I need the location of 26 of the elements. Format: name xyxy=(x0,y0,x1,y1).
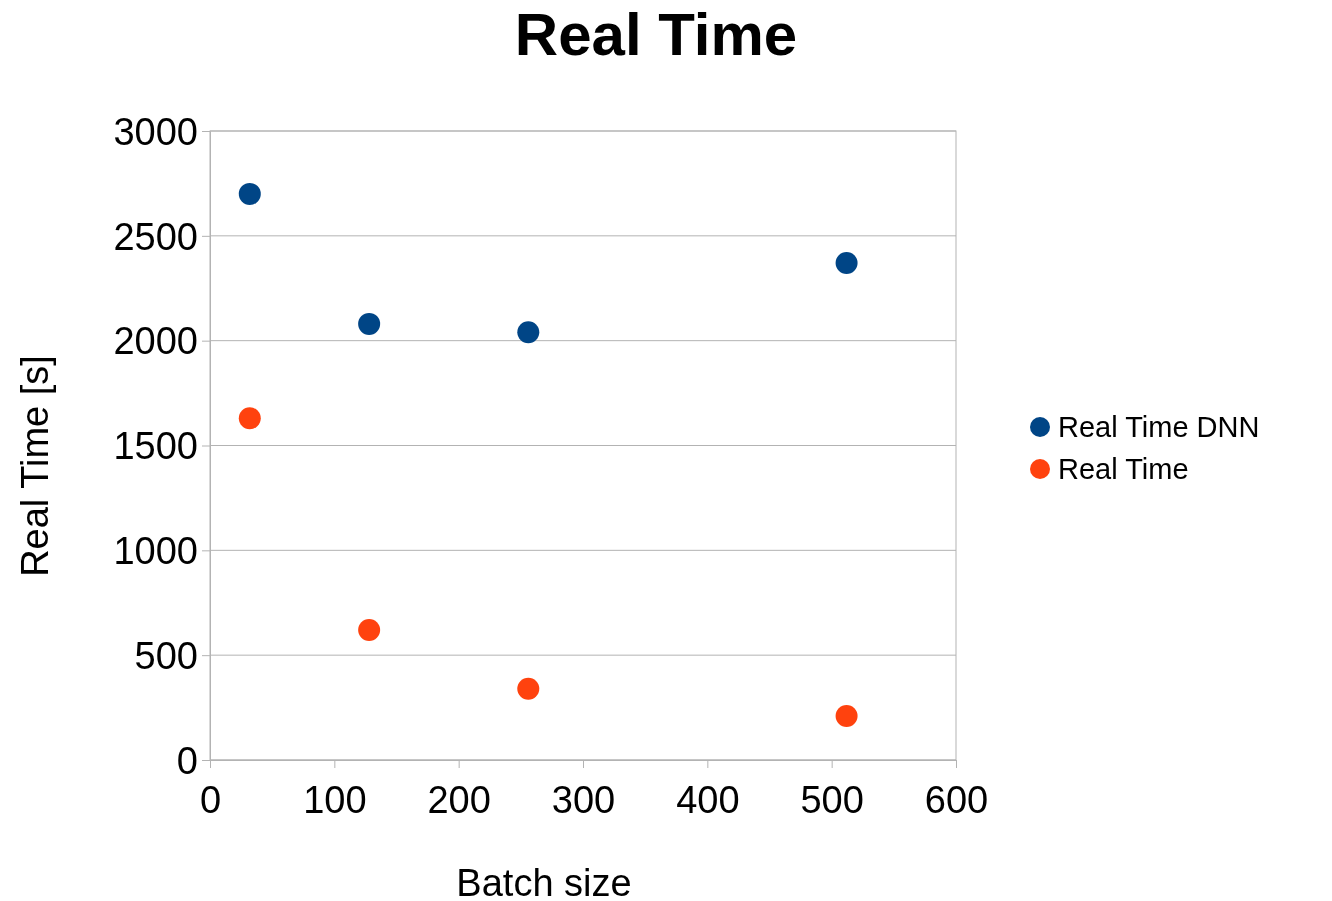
y-tick-label: 0 xyxy=(176,739,198,782)
y-tick-label: 500 xyxy=(134,634,198,677)
x-tick-label: 500 xyxy=(800,778,864,821)
y-tick-label: 3000 xyxy=(113,110,198,153)
point xyxy=(238,182,261,205)
y-tick-label: 1000 xyxy=(113,530,198,573)
y-tick-label: 2500 xyxy=(113,215,198,258)
legend-label: Real Time DNN xyxy=(1058,411,1260,444)
point xyxy=(517,677,540,700)
x-axis-title: Batch size xyxy=(456,862,632,901)
point xyxy=(238,407,261,430)
point xyxy=(358,619,381,641)
y-tick-label: 1500 xyxy=(113,425,198,468)
x-tick-label: 100 xyxy=(303,778,367,821)
legend-label: Real Time xyxy=(1058,453,1189,486)
x-tick-label: 400 xyxy=(676,778,740,821)
x-tick-label: 600 xyxy=(924,778,989,821)
point xyxy=(358,312,381,335)
point xyxy=(517,321,540,344)
y-axis-title: Real Time [s] xyxy=(14,355,56,577)
chart-title: Real Time xyxy=(514,1,798,68)
point xyxy=(835,704,858,727)
y-tick-label: 2000 xyxy=(113,320,198,363)
x-tick-label: 300 xyxy=(551,778,616,821)
x-tick-label: 200 xyxy=(427,778,491,821)
point xyxy=(835,252,858,275)
